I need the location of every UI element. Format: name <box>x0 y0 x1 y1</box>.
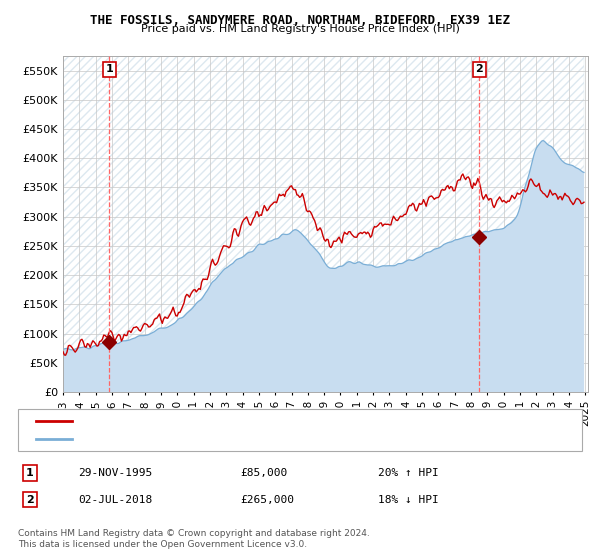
Text: Price paid vs. HM Land Registry's House Price Index (HPI): Price paid vs. HM Land Registry's House … <box>140 24 460 34</box>
Text: HPI: Average price, detached house, Torridge: HPI: Average price, detached house, Torr… <box>78 434 313 444</box>
Text: Contains HM Land Registry data © Crown copyright and database right 2024.
This d: Contains HM Land Registry data © Crown c… <box>18 529 370 549</box>
Text: 1: 1 <box>106 64 113 74</box>
Text: 1: 1 <box>26 468 34 478</box>
Text: £265,000: £265,000 <box>240 494 294 505</box>
Text: 29-NOV-1995: 29-NOV-1995 <box>78 468 152 478</box>
Text: THE FOSSILS, SANDYMERE ROAD, NORTHAM, BIDEFORD, EX39 1EZ: THE FOSSILS, SANDYMERE ROAD, NORTHAM, BI… <box>90 14 510 27</box>
Text: £85,000: £85,000 <box>240 468 287 478</box>
Text: 18% ↓ HPI: 18% ↓ HPI <box>378 494 439 505</box>
Text: 2: 2 <box>26 494 34 505</box>
Text: 02-JUL-2018: 02-JUL-2018 <box>78 494 152 505</box>
Text: 20% ↑ HPI: 20% ↑ HPI <box>378 468 439 478</box>
Text: 2: 2 <box>475 64 483 74</box>
Text: THE FOSSILS, SANDYMERE ROAD, NORTHAM, BIDEFORD, EX39 1EZ (detached house): THE FOSSILS, SANDYMERE ROAD, NORTHAM, BI… <box>78 416 521 426</box>
